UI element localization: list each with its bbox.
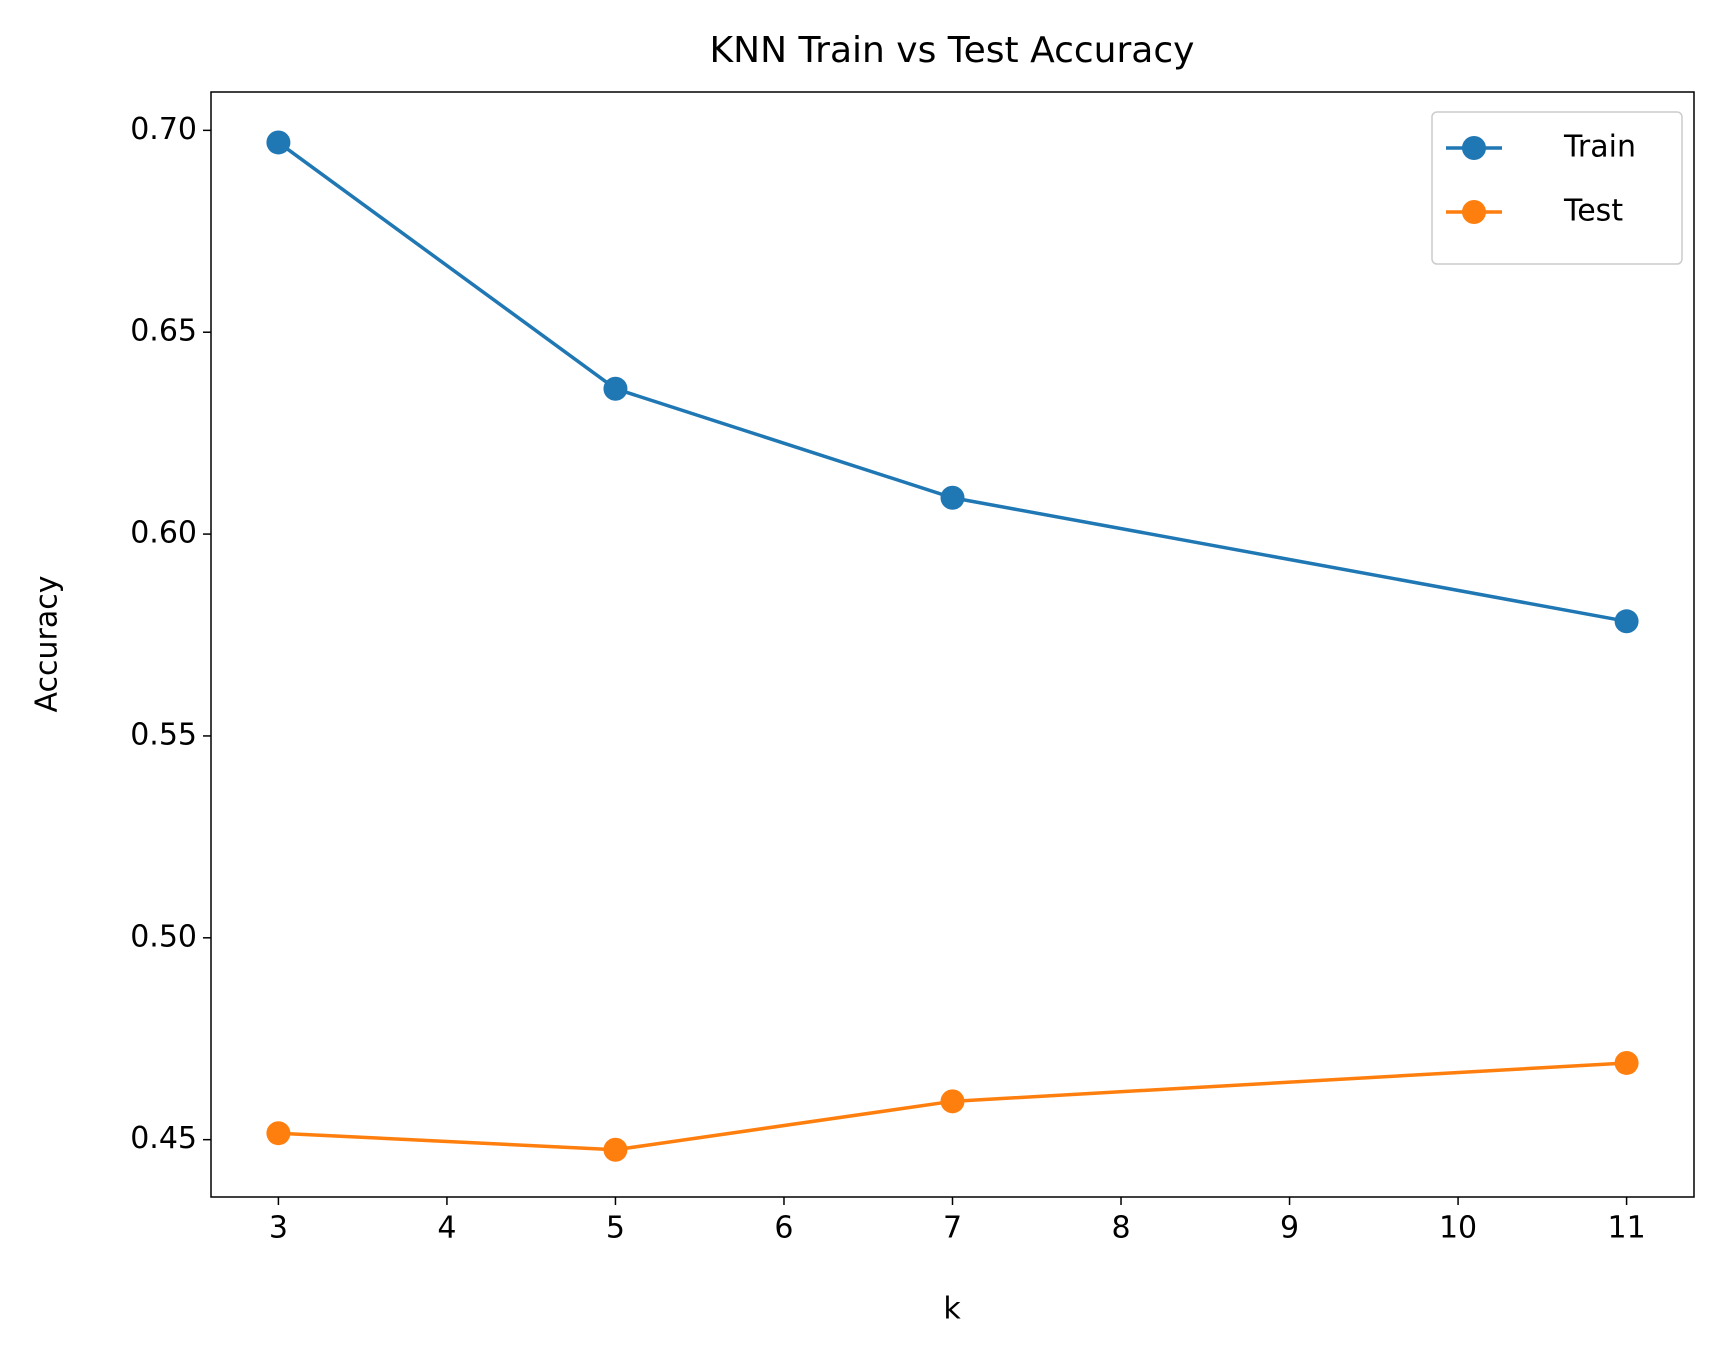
data-point (603, 376, 628, 401)
legend-label: Test (1563, 194, 1623, 229)
x-tick-label: 10 (1439, 1211, 1477, 1246)
series-line (277, 141, 1627, 624)
y-tick-label: 0.60 (130, 516, 197, 551)
data-point (940, 485, 965, 510)
y-tick-label: 0.50 (130, 919, 197, 954)
plot-frame (210, 91, 1695, 1198)
y-axis-label: Accuracy (30, 576, 65, 713)
chart-title: KNN Train vs Test Accuracy (710, 30, 1195, 71)
legend-marker (1462, 200, 1486, 224)
data-point (603, 1137, 628, 1162)
data-point (266, 130, 291, 155)
y-tick-label: 0.70 (130, 112, 197, 147)
series-line (278, 1061, 1627, 1152)
x-tick-label: 8 (1111, 1211, 1130, 1246)
x-tick-label: 9 (1280, 1211, 1299, 1246)
x-tick-label: 6 (774, 1211, 793, 1246)
data-point (1614, 1050, 1639, 1075)
data-point (266, 1121, 291, 1146)
x-tick-label: 7 (943, 1211, 962, 1246)
x-tick-label: 3 (269, 1211, 288, 1246)
data-point (940, 1089, 965, 1114)
data-point (1614, 609, 1639, 634)
y-tick-label: 0.45 (130, 1121, 197, 1156)
y-tick-label: 0.65 (130, 314, 197, 349)
x-axis-label: k (943, 1292, 961, 1327)
legend-label: Train (1563, 130, 1636, 165)
x-tick-label: 4 (437, 1211, 456, 1246)
legend-box (1431, 111, 1683, 265)
y-tick-label: 0.55 (130, 717, 197, 752)
x-tick-label: 5 (606, 1211, 625, 1246)
x-tick-label: 11 (1607, 1211, 1645, 1246)
legend: Train Test (1431, 111, 1683, 265)
legend-marker (1462, 136, 1486, 160)
